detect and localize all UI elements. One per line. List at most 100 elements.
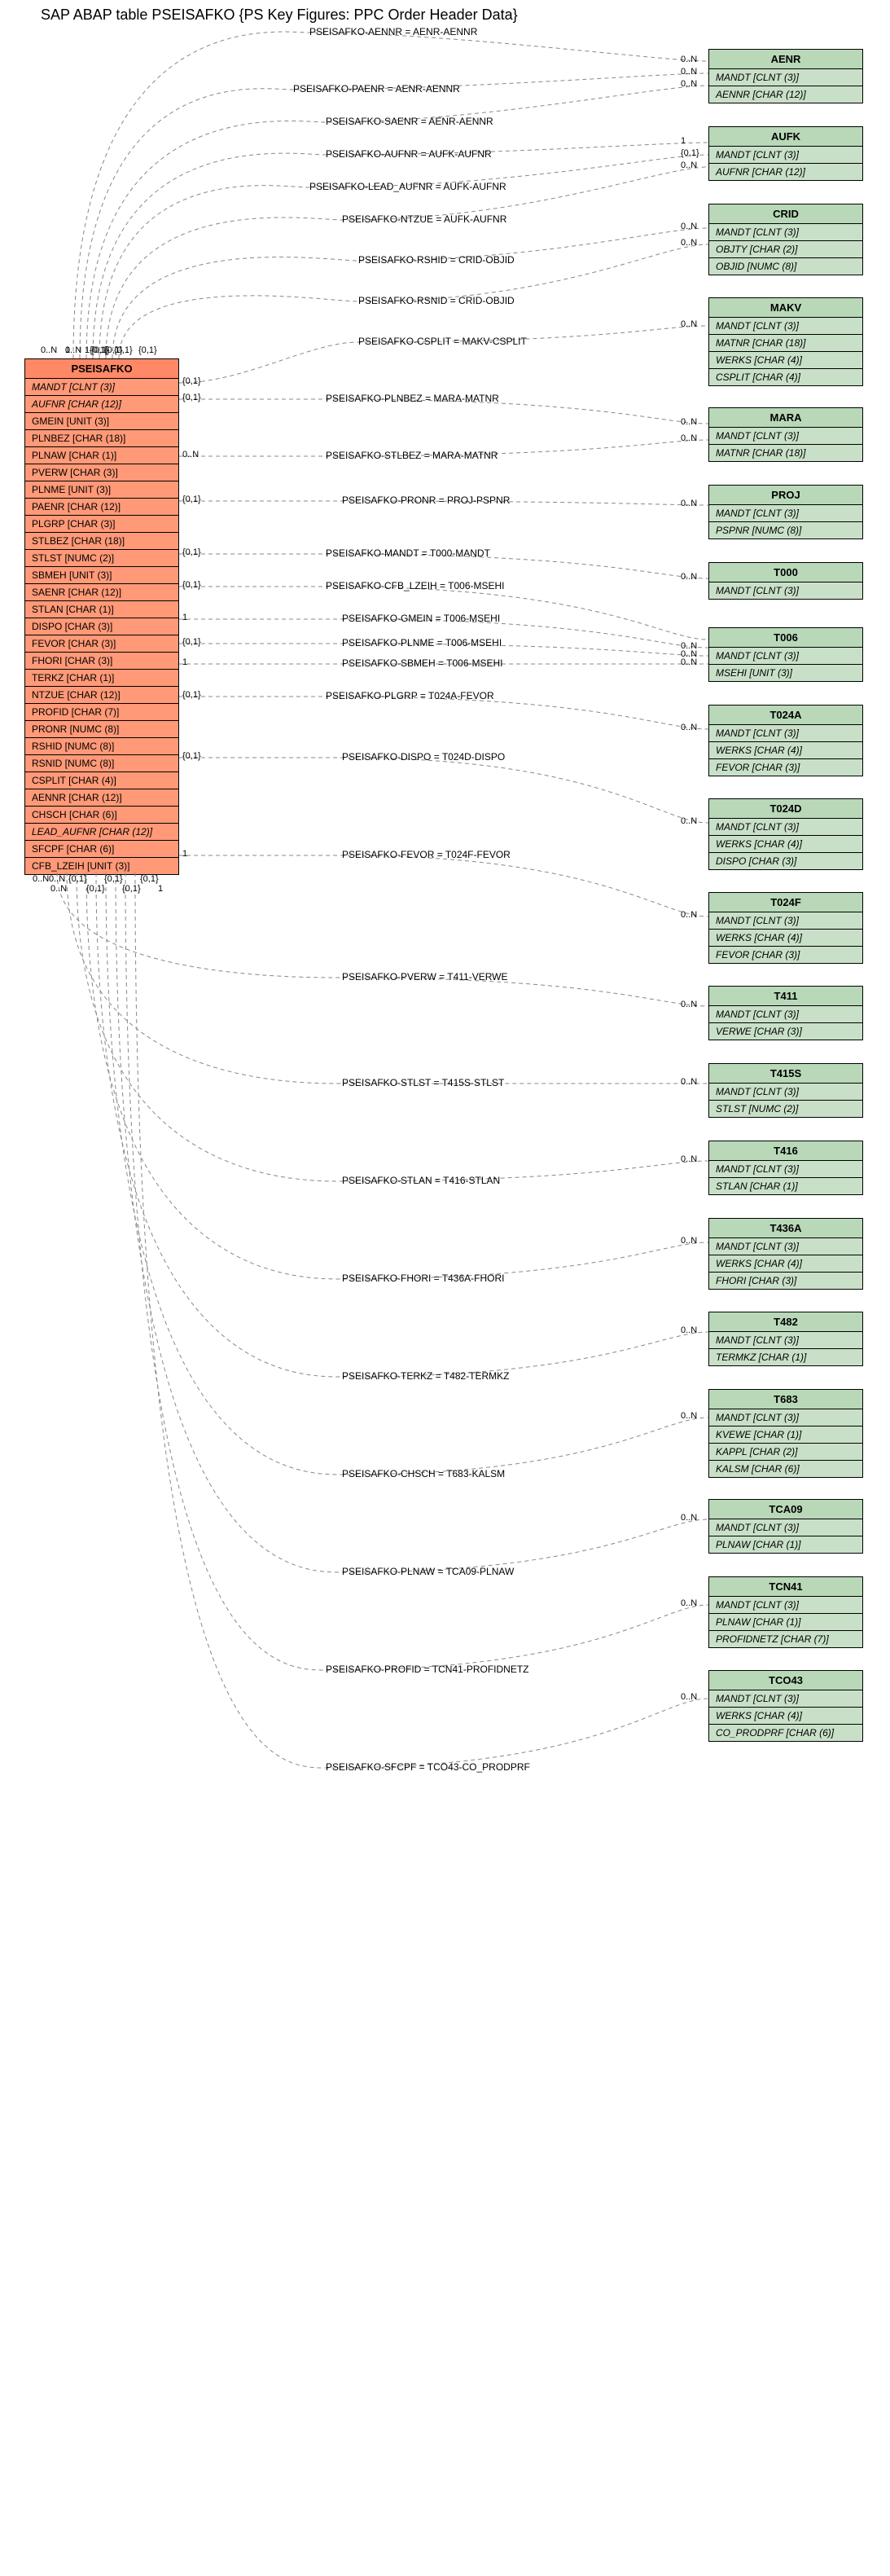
cardinality-target: 0..N [681,160,697,170]
table-header: T024A [709,706,862,725]
table-field: PROFIDNETZ [CHAR (7)] [709,1631,862,1647]
table-field: CSPLIT [CHAR (4)] [25,772,178,789]
edge-label: PSEISAFKO-PLNME = T006-MSEHI [342,637,502,648]
cardinality-cluster-bottom: 0..N [50,884,67,894]
table-header: T415S [709,1064,862,1084]
table-field: PLNAW [CHAR (1)] [25,447,178,464]
edge-label: PSEISAFKO-PRONR = PROJ-PSPNR [342,495,510,506]
table-field: MANDT [CLNT (3)] [709,147,862,164]
table-field: WERKS [CHAR (4)] [709,930,862,947]
edge-label: PSEISAFKO-DISPO = T024D-DISPO [342,751,505,763]
target-table-t006: T006MANDT [CLNT (3)]MSEHI [UNIT (3)] [708,627,863,682]
cardinality-cluster-top: {0,1} [90,345,108,355]
table-header: T000 [709,563,862,582]
table-field: CHSCH [CHAR (6)] [25,807,178,824]
table-field: MANDT [CLNT (3)] [709,1161,862,1178]
table-field: PLNAW [CHAR (1)] [709,1536,862,1553]
cardinality-source: 1 [182,657,187,667]
table-field: PLNBEZ [CHAR (18)] [25,430,178,447]
table-field: SBMEH [UNIT (3)] [25,567,178,584]
cardinality-target: 0..N [681,1598,697,1608]
table-field: DISPO [CHAR (3)] [709,853,862,869]
target-table-makv: MAKVMANDT [CLNT (3)]MATNR [CHAR (18)]WER… [708,297,863,386]
cardinality-cluster-bottom: {0,1} [104,874,123,884]
target-table-t000: T000MANDT [CLNT (3)] [708,562,863,600]
cardinality-source: 1 [182,849,187,859]
cardinality-cluster-top: {0,1} [114,345,133,355]
cardinality-source: 0..N [49,874,65,884]
edge-label: PSEISAFKO-SAENR = AENR-AENNR [326,116,493,127]
edge-label: PSEISAFKO-CHSCH = T683-KALSM [342,1468,505,1479]
table-field: STLST [NUMC (2)] [709,1101,862,1117]
table-field: STLST [NUMC (2)] [25,550,178,567]
edge-label: PSEISAFKO-GMEIN = T006-MSEHI [342,613,500,624]
cardinality-target: 0..N [681,1236,697,1246]
table-field: MANDT [CLNT (3)] [709,428,862,445]
table-field: MANDT [CLNT (3)] [709,1084,862,1101]
cardinality-target: 0..N [681,222,697,231]
cardinality-source: {0,1} [182,751,201,761]
table-field: DISPO [CHAR (3)] [25,618,178,635]
table-header: T416 [709,1141,862,1161]
cardinality-target: 0..N [681,657,697,667]
table-field: STLAN [CHAR (1)] [25,601,178,618]
edge-label: PSEISAFKO-AUFNR = AUFK-AUFNR [326,148,492,160]
table-header: TCN41 [709,1577,862,1597]
table-header: CRID [709,204,862,224]
cardinality-target: 0..N [681,572,697,582]
table-field: MANDT [CLNT (3)] [709,1006,862,1023]
target-table-t436a: T436AMANDT [CLNT (3)]WERKS [CHAR (4)]FHO… [708,1218,863,1290]
table-field: AUFNR [CHAR (12)] [709,164,862,180]
source-table-pseisafko: PSEISAFKOMANDT [CLNT (3)]AUFNR [CHAR (12… [24,358,179,875]
cardinality-target: {0,1} [681,148,699,158]
edge-label: PSEISAFKO-RSNID = CRID-OBJID [358,295,515,306]
table-field: PROFID [CHAR (7)] [25,704,178,721]
table-field: MANDT [CLNT (3)] [709,1519,862,1536]
table-header: T024F [709,893,862,912]
cardinality-target: 1 [681,136,686,146]
cardinality-cluster-bottom: {0,1} [68,874,87,884]
target-table-t024d: T024DMANDT [CLNT (3)]WERKS [CHAR (4)]DIS… [708,798,863,870]
table-field: MANDT [CLNT (3)] [25,379,178,396]
table-field: PVERW [CHAR (3)] [25,464,178,481]
cardinality-target: 0..N [681,499,697,508]
cardinality-cluster-bottom: {0,1} [122,884,141,894]
cardinality-cluster-bottom: 0..N [33,874,49,884]
table-field: PRONR [NUMC (8)] [25,721,178,738]
edge-label: PSEISAFKO-FHORI = T436A-FHORI [342,1273,505,1284]
cardinality-target: 0..N [681,67,697,77]
table-field: FEVOR [CHAR (3)] [25,635,178,653]
target-table-mara: MARAMANDT [CLNT (3)]MATNR [CHAR (18)] [708,407,863,462]
edge-label: PSEISAFKO-RSHID = CRID-OBJID [358,254,515,266]
cardinality-cluster-top: 1 [65,345,70,355]
table-field: MANDT [CLNT (3)] [709,1597,862,1614]
target-table-t024a: T024AMANDT [CLNT (3)]WERKS [CHAR (4)]FEV… [708,705,863,776]
table-header: T436A [709,1219,862,1238]
table-field: PSPNR [NUMC (8)] [709,522,862,538]
table-field: CO_PRODPRF [CHAR (6)] [709,1725,862,1741]
table-field: MATNR [CHAR (18)] [709,335,862,352]
cardinality-target: 0..N [681,79,697,89]
cardinality-target: 0..N [681,910,697,920]
table-field: MANDT [CLNT (3)] [709,912,862,930]
table-header: MARA [709,408,862,428]
table-header: PSEISAFKO [25,359,178,379]
table-field: MANDT [CLNT (3)] [709,648,862,665]
target-table-tca09: TCA09MANDT [CLNT (3)]PLNAW [CHAR (1)] [708,1499,863,1554]
edge-label: PSEISAFKO-STLBEZ = MARA-MATNR [326,450,498,461]
cardinality-source: {0,1} [182,580,201,590]
target-table-aenr: AENRMANDT [CLNT (3)]AENNR [CHAR (12)] [708,49,863,103]
table-field: MANDT [CLNT (3)] [709,582,862,599]
target-table-t415s: T415SMANDT [CLNT (3)]STLST [NUMC (2)] [708,1063,863,1118]
edge-label: PSEISAFKO-FEVOR = T024F-FEVOR [342,849,511,860]
table-field: AENNR [CHAR (12)] [25,789,178,807]
table-field: MANDT [CLNT (3)] [709,1690,862,1708]
table-field: FHORI [CHAR (3)] [709,1273,862,1289]
table-field: WERKS [CHAR (4)] [709,352,862,369]
table-field: AUFNR [CHAR (12)] [25,396,178,413]
table-field: WERKS [CHAR (4)] [709,742,862,759]
table-field: MANDT [CLNT (3)] [709,69,862,86]
edge-label: PSEISAFKO-PROFID = TCN41-PROFIDNETZ [326,1664,528,1675]
table-field: MSEHI [UNIT (3)] [709,665,862,681]
cardinality-target: 0..N [681,55,697,64]
